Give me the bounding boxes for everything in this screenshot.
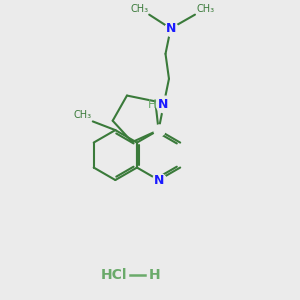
Text: H: H (148, 268, 160, 282)
Text: HCl: HCl (101, 268, 128, 282)
Text: N: N (166, 22, 176, 35)
Text: CH₃: CH₃ (74, 110, 92, 120)
Text: CH₃: CH₃ (196, 4, 214, 14)
Text: CH₃: CH₃ (130, 4, 148, 14)
Text: H: H (148, 98, 157, 111)
Text: N: N (158, 98, 168, 111)
Text: N: N (153, 173, 164, 187)
